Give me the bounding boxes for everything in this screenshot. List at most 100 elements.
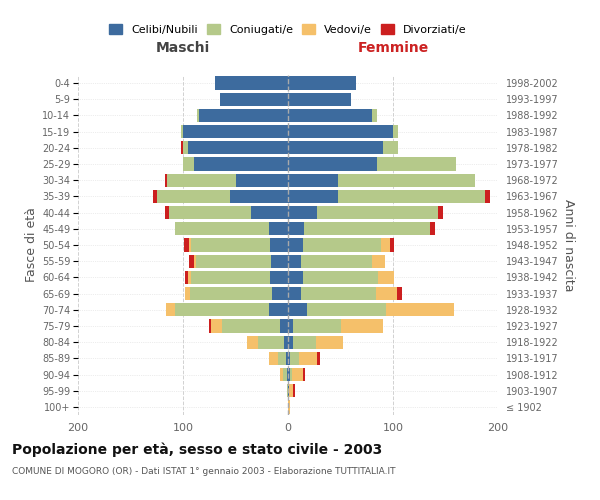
Bar [190,254,193,268]
Bar [382,238,390,252]
Bar [188,270,191,284]
Bar [372,254,385,268]
Text: COMUNE DI MOGORO (OR) - Dati ISTAT 1° gennaio 2003 - Elaborazione TUTTITALIA.IT: COMUNE DI MOGORO (OR) - Dati ISTAT 1° ge… [12,468,395,476]
Bar [288,109,372,122]
Bar [199,109,288,122]
Bar [338,190,485,203]
Bar [288,384,289,398]
Bar [269,352,277,365]
Bar [193,254,196,268]
Bar [190,238,191,252]
Bar [280,320,288,332]
Bar [288,125,393,138]
Bar [288,270,303,284]
Bar [190,287,272,300]
Bar [288,222,304,235]
Bar [379,270,394,284]
Bar [215,76,288,90]
Text: Maschi: Maschi [156,41,210,55]
Bar [341,320,383,332]
Bar [286,352,288,365]
Bar [288,190,338,203]
Bar [288,76,356,90]
Bar [293,320,341,332]
Bar [288,238,303,252]
Bar [184,238,189,252]
Bar [287,368,288,381]
Bar [280,368,283,381]
Bar [299,352,317,365]
Bar [197,109,199,122]
Bar [317,206,438,220]
Bar [183,125,288,138]
Bar [288,336,293,349]
Bar [277,352,286,365]
Bar [288,352,290,365]
Bar [283,368,287,381]
Bar [165,174,167,187]
Bar [175,222,269,235]
Bar [397,287,403,300]
Bar [152,190,157,203]
Bar [303,368,305,381]
Bar [430,222,435,235]
Bar [183,158,193,170]
Bar [181,125,183,138]
Y-axis label: Fasce di età: Fasce di età [25,208,38,282]
Bar [271,254,288,268]
Bar [222,320,280,332]
Bar [183,141,188,154]
Bar [209,320,211,332]
Bar [288,254,301,268]
Bar [191,238,270,252]
Bar [288,400,290,413]
Bar [301,254,372,268]
Bar [316,336,343,349]
Bar [288,92,351,106]
Bar [390,238,394,252]
Bar [288,287,301,300]
Bar [376,287,397,300]
Bar [235,174,288,187]
Bar [288,368,290,381]
Bar [377,158,456,170]
Bar [167,174,235,187]
Bar [303,270,379,284]
Bar [166,303,175,316]
Bar [269,222,288,235]
Bar [181,141,183,154]
Bar [386,303,454,316]
Bar [288,303,307,316]
Bar [438,206,443,220]
Bar [287,384,288,398]
Bar [383,141,398,154]
Bar [288,320,293,332]
Bar [293,384,295,398]
Bar [290,352,299,365]
Bar [257,336,284,349]
Bar [165,206,169,220]
Bar [185,270,188,284]
Bar [293,336,316,349]
Bar [317,352,320,365]
Bar [193,158,288,170]
Bar [269,303,288,316]
Y-axis label: Anni di nascita: Anni di nascita [562,198,575,291]
Bar [157,190,230,203]
Bar [284,336,288,349]
Text: Popolazione per età, sesso e stato civile - 2003: Popolazione per età, sesso e stato civil… [12,442,382,457]
Bar [393,125,398,138]
Bar [485,190,490,203]
Bar [196,254,271,268]
Bar [220,92,288,106]
Bar [289,384,293,398]
Bar [175,303,269,316]
Bar [191,270,270,284]
Bar [185,287,190,300]
Legend: Celibi/Nubili, Coniugati/e, Vedovi/e, Divorziati/e: Celibi/Nubili, Coniugati/e, Vedovi/e, Di… [105,20,471,39]
Bar [288,174,338,187]
Bar [270,238,288,252]
Bar [230,190,288,203]
Bar [288,141,383,154]
Bar [211,320,222,332]
